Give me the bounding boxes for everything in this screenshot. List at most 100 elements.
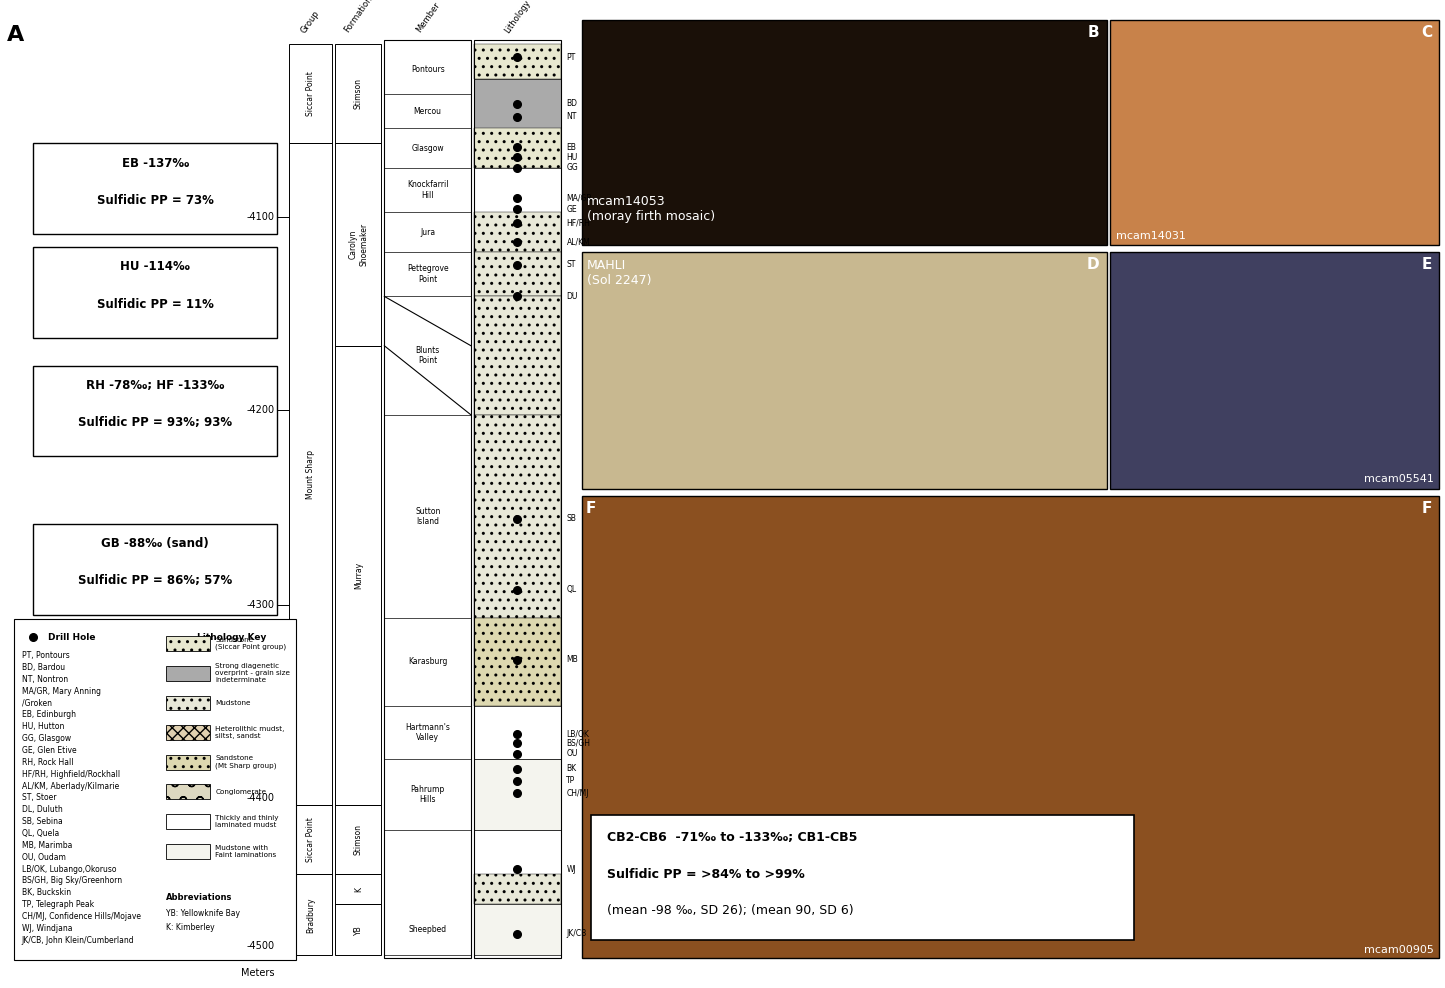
Text: C: C	[1420, 25, 1432, 40]
Bar	[335, 805, 381, 874]
Bar	[474, 618, 561, 706]
Text: ST: ST	[566, 260, 575, 270]
Text: Karasburg: Karasburg	[407, 657, 448, 667]
Text: Jura: Jura	[420, 227, 435, 237]
Bar	[166, 814, 210, 829]
Text: F: F	[1422, 501, 1432, 516]
Text: K: K	[354, 886, 363, 892]
Bar	[166, 725, 210, 740]
Text: MA/GR: MA/GR	[566, 193, 592, 203]
Text: Bradbury: Bradbury	[306, 897, 315, 933]
Text: BD, Bardou: BD, Bardou	[22, 663, 65, 672]
Text: HU -114‰: HU -114‰	[120, 260, 191, 274]
Text: QL, Quela: QL, Quela	[22, 829, 59, 838]
Bar	[582, 252, 1107, 489]
Bar	[474, 79, 561, 128]
Text: E: E	[1422, 257, 1432, 272]
Text: LB/OK, Lubango,Okoruso: LB/OK, Lubango,Okoruso	[22, 864, 116, 873]
Text: Sulfidic PP = 86%; 57%: Sulfidic PP = 86%; 57%	[78, 574, 233, 588]
Text: PT: PT	[566, 52, 575, 62]
Bar	[474, 904, 561, 955]
Bar	[582, 496, 1439, 958]
Text: Conglomerate: Conglomerate	[215, 788, 266, 795]
Text: Formation: Formation	[342, 0, 374, 35]
FancyBboxPatch shape	[33, 524, 277, 615]
Text: (mean -98 ‰, SD 26); (mean 90, SD 6): (mean -98 ‰, SD 26); (mean 90, SD 6)	[607, 904, 854, 917]
Text: -4500: -4500	[247, 941, 275, 950]
Text: Heterolithic mudst,
siltst, sandst: Heterolithic mudst, siltst, sandst	[215, 726, 285, 739]
Text: PT, Pontours: PT, Pontours	[22, 651, 69, 660]
Text: Blunts
Point: Blunts Point	[416, 346, 439, 366]
Text: MB, Marimba: MB, Marimba	[22, 841, 72, 850]
Bar	[474, 168, 561, 212]
Text: OU: OU	[566, 749, 578, 759]
Text: NT, Nontron: NT, Nontron	[22, 675, 68, 684]
Text: Pahrump
Hills: Pahrump Hills	[410, 784, 445, 804]
Text: Sutton
Island: Sutton Island	[415, 507, 441, 526]
Text: Pontours: Pontours	[410, 64, 445, 74]
Text: mcam05541: mcam05541	[1364, 474, 1433, 484]
Text: MA/GR, Mary Anning: MA/GR, Mary Anning	[22, 687, 101, 696]
Bar	[289, 44, 332, 143]
Bar	[582, 20, 1107, 245]
Text: HF/RH: HF/RH	[566, 218, 591, 228]
Text: CH/MJ, Confidence Hills/Mojave: CH/MJ, Confidence Hills/Mojave	[22, 912, 140, 921]
Bar	[1110, 252, 1439, 489]
Text: Mudstone with
Faint laminations: Mudstone with Faint laminations	[215, 845, 276, 858]
Text: -4100: -4100	[247, 212, 275, 222]
Bar	[474, 415, 561, 618]
Bar	[166, 696, 210, 710]
Text: GE, Glen Etive: GE, Glen Etive	[22, 746, 77, 755]
Text: Lithology Key: Lithology Key	[197, 632, 266, 642]
Text: Murray: Murray	[354, 562, 363, 589]
Text: mcam14031: mcam14031	[1116, 231, 1185, 241]
Bar	[474, 128, 561, 168]
Text: GB -88‰ (sand): GB -88‰ (sand)	[101, 536, 210, 550]
Bar	[474, 212, 561, 252]
Text: EB, Edinburgh: EB, Edinburgh	[22, 710, 75, 719]
Bar	[384, 40, 471, 958]
Bar	[166, 784, 210, 799]
Text: BK, Buckskin: BK, Buckskin	[22, 888, 71, 897]
Text: mcam00905: mcam00905	[1364, 946, 1433, 955]
Text: WJ, Windjana: WJ, Windjana	[22, 924, 72, 933]
Text: Abbreviations: Abbreviations	[166, 893, 233, 902]
Text: K: Kimberley: K: Kimberley	[166, 923, 215, 932]
Text: Carolyn
Shoemaker: Carolyn Shoemaker	[348, 223, 368, 266]
Text: Thickly and thinly
laminated mudst: Thickly and thinly laminated mudst	[215, 815, 279, 828]
Text: RH -78‰; HF -133‰: RH -78‰; HF -133‰	[87, 378, 224, 392]
Text: YB: Yellowknife Bay: YB: Yellowknife Bay	[166, 909, 240, 918]
Text: -4300: -4300	[247, 600, 275, 610]
FancyBboxPatch shape	[33, 143, 277, 234]
Text: Sandstone
(Mt Sharp group): Sandstone (Mt Sharp group)	[215, 756, 277, 769]
Text: Strong diagenetic
overprint - grain size
indeterminate: Strong diagenetic overprint - grain size…	[215, 663, 290, 684]
Text: DU: DU	[566, 291, 578, 301]
Text: Sulfidic PP = 73%: Sulfidic PP = 73%	[97, 194, 214, 207]
Bar	[474, 44, 561, 79]
Text: MB: MB	[566, 655, 578, 665]
Text: Mercou: Mercou	[413, 107, 442, 116]
Bar	[335, 874, 381, 904]
Text: AL/KM: AL/KM	[566, 237, 590, 247]
Text: ST, Stoer: ST, Stoer	[22, 793, 56, 802]
Text: Sulfidic PP = 93%; 93%: Sulfidic PP = 93%; 93%	[78, 416, 233, 430]
Text: JK/CB, John Klein/Cumberland: JK/CB, John Klein/Cumberland	[22, 936, 134, 945]
Text: Sandstone
(Siccar Point group): Sandstone (Siccar Point group)	[215, 637, 286, 650]
FancyBboxPatch shape	[33, 366, 277, 456]
Bar	[14, 619, 296, 960]
Bar	[1110, 20, 1439, 245]
Text: Member: Member	[415, 1, 441, 35]
Text: Siccar Point: Siccar Point	[306, 817, 315, 863]
Bar	[289, 805, 332, 874]
Text: HU: HU	[566, 152, 578, 162]
Bar	[166, 666, 210, 681]
Text: Knockfarril
Hill: Knockfarril Hill	[407, 181, 448, 200]
Text: GG, Glasgow: GG, Glasgow	[22, 734, 71, 743]
Bar	[335, 904, 381, 955]
Text: Mount Sharp: Mount Sharp	[306, 450, 315, 499]
Text: Drill Hole: Drill Hole	[48, 632, 95, 642]
Text: -4400: -4400	[247, 793, 275, 803]
Text: D: D	[1087, 257, 1100, 272]
Bar	[289, 874, 332, 955]
Text: Sulfidic PP = >84% to >99%: Sulfidic PP = >84% to >99%	[607, 867, 805, 880]
